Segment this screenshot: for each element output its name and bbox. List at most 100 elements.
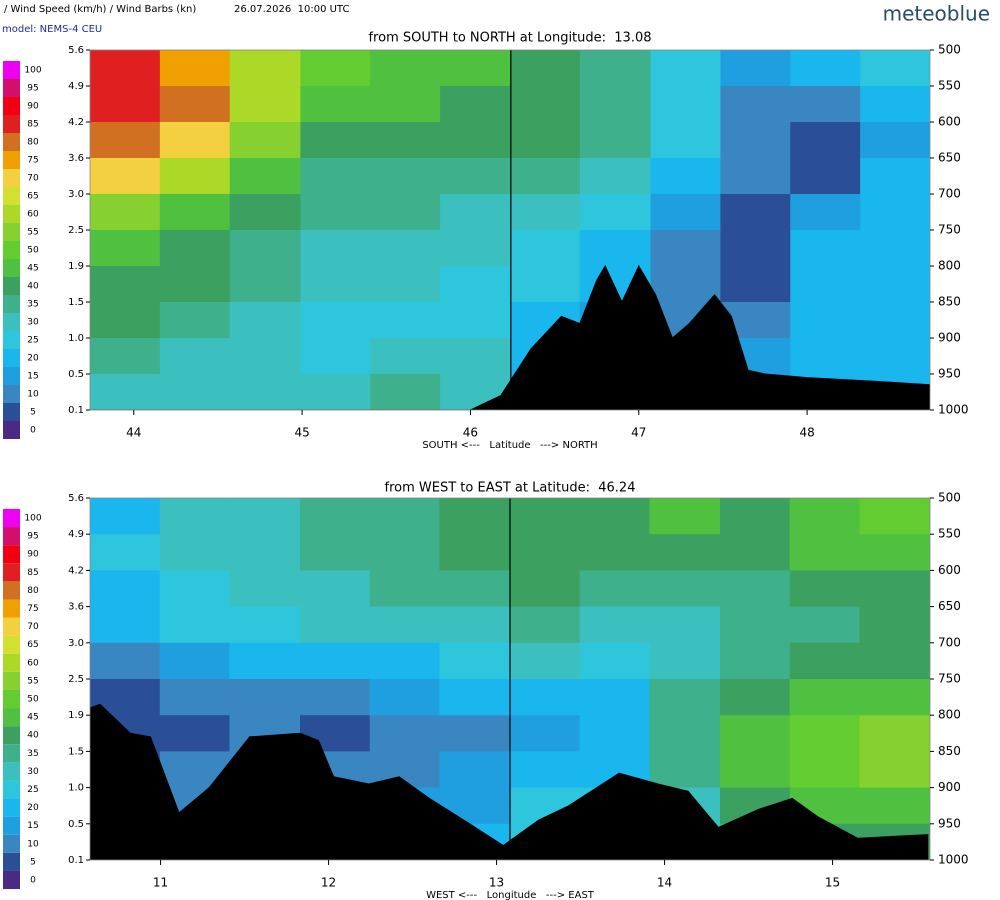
field-cell — [159, 230, 231, 267]
terrain-fill — [90, 704, 929, 860]
y2-tick-label: 800 — [938, 708, 961, 722]
field-cell — [790, 122, 861, 159]
field-cell — [720, 50, 791, 87]
field-cell — [369, 715, 440, 752]
field-cell — [859, 715, 930, 752]
field-cell — [789, 534, 860, 571]
plot-area — [90, 498, 930, 860]
x-tick-label: 47 — [631, 426, 646, 440]
y-tick-label: 2.5 — [68, 225, 84, 236]
field-cell — [860, 158, 930, 195]
field-cell — [650, 158, 721, 195]
colorbar-swatch — [3, 870, 20, 890]
field-cell — [579, 230, 652, 267]
colorbar-swatch — [3, 349, 20, 367]
colorbar-label: 65 — [27, 192, 38, 202]
field-cell — [859, 534, 930, 571]
field-cell — [720, 642, 791, 680]
y2-tick-label: 750 — [938, 223, 961, 237]
field-cell — [720, 679, 791, 716]
y2-tick-label: 900 — [938, 331, 961, 345]
field-cell — [649, 679, 721, 716]
field-cell — [229, 642, 301, 680]
field-cell — [159, 498, 230, 535]
field-cell — [510, 158, 581, 195]
colorbar-label: 60 — [27, 658, 39, 668]
field-cell — [649, 642, 721, 680]
field-cell — [579, 158, 652, 195]
y2-tick-label: 850 — [938, 295, 961, 309]
field-cell — [229, 338, 301, 375]
field-cell — [439, 534, 511, 571]
field-cell — [649, 534, 721, 571]
field-cell — [720, 606, 791, 644]
field-cell — [859, 642, 930, 680]
field-cell — [789, 606, 860, 644]
colorbar-swatch — [3, 241, 20, 259]
field-cell — [90, 266, 161, 303]
field-cell — [649, 751, 721, 789]
field-cell — [720, 158, 791, 195]
colorbar-swatch — [3, 331, 20, 349]
field-cell — [300, 86, 371, 123]
field-cell — [439, 570, 511, 608]
colorbar-label: 95 — [27, 84, 38, 94]
colorbar-swatch — [3, 599, 20, 618]
field-cell — [510, 570, 581, 608]
field-cell — [720, 266, 791, 303]
field-cell — [300, 498, 371, 535]
colorbar-label: 75 — [27, 604, 38, 614]
colorbar-label: 80 — [27, 138, 39, 148]
field-cell — [720, 122, 791, 159]
colorbar-label: 50 — [27, 246, 39, 256]
field-cell — [90, 50, 161, 87]
field-cell — [440, 50, 511, 87]
field-cell — [229, 122, 301, 159]
colorbar-label: 45 — [27, 713, 38, 723]
colorbar-label: 85 — [27, 120, 38, 130]
colorbar-swatch — [3, 295, 20, 313]
colorbar-label: 75 — [27, 156, 38, 166]
colorbar-swatch — [3, 385, 20, 403]
colorbar-label: 5 — [30, 408, 36, 418]
header-variable: / Wind Speed (km/h) / Wind Barbs (kn) — [4, 4, 196, 15]
colorbar-label: 55 — [27, 676, 38, 686]
y-tick-label: 4.9 — [68, 529, 84, 540]
colorbar-swatch — [3, 259, 20, 277]
field-cell — [789, 679, 860, 716]
field-cell — [859, 679, 930, 716]
y2-tick-label: 550 — [938, 527, 961, 541]
field-cell — [300, 374, 371, 410]
colorbar-label: 25 — [27, 336, 38, 346]
y-tick-label: 4.9 — [68, 81, 84, 92]
field-cell — [370, 122, 441, 159]
colorbar-label: 45 — [27, 264, 38, 274]
x-tick-label: 44 — [126, 426, 141, 440]
field-cell — [439, 498, 511, 535]
field-cell — [300, 50, 371, 87]
colorbar-swatch — [3, 277, 20, 295]
field-cell — [300, 230, 371, 267]
field-cell — [579, 50, 652, 87]
field-cell — [510, 642, 581, 680]
colorbar-swatch — [3, 508, 20, 528]
field-cell — [300, 158, 371, 195]
field-cell — [370, 86, 441, 123]
field-cell — [790, 230, 861, 267]
field-cell — [440, 122, 511, 159]
y2-tick-label: 1000 — [938, 403, 969, 417]
colorbar-swatch — [3, 762, 20, 781]
field-cell — [300, 122, 371, 159]
colorbar-label: 40 — [27, 282, 39, 292]
y2-tick-label: 950 — [938, 816, 961, 830]
colorbar-swatch — [3, 61, 20, 79]
field-cell — [510, 194, 581, 231]
field-cell — [860, 50, 930, 87]
y2-tick-label: 750 — [938, 672, 961, 686]
y-tick-label: 0.1 — [68, 405, 84, 416]
colorbar-swatch — [3, 545, 20, 564]
field-cell — [510, 50, 581, 87]
colorbar-swatch — [3, 689, 20, 709]
y2-tick-label: 650 — [938, 151, 961, 165]
field-cell — [790, 266, 861, 303]
